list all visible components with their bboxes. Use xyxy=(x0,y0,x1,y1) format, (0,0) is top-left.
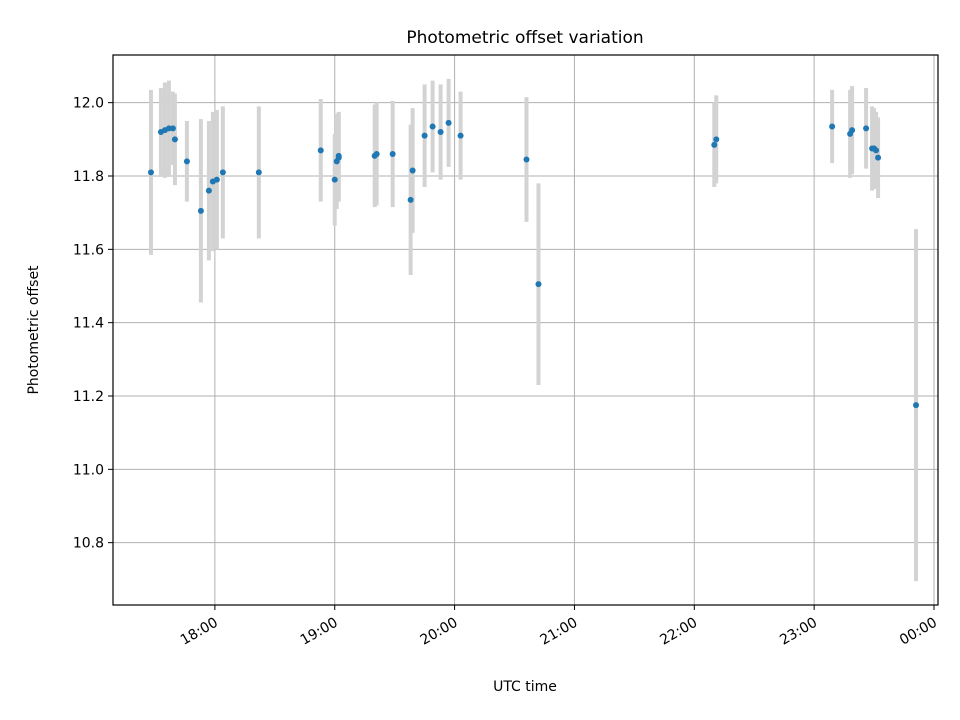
y-tick-label: 11.2 xyxy=(73,389,104,405)
data-point xyxy=(335,152,342,159)
data-point xyxy=(713,136,720,143)
data-point xyxy=(849,127,856,134)
data-point xyxy=(373,151,380,157)
data-point xyxy=(913,402,920,409)
x-axis-ticks: 18:00 19:00 20:00 21:00 22:00 23:00 00:00 xyxy=(178,605,940,649)
x-tick-label: 18:00 xyxy=(178,615,221,649)
x-tick-label: 23:00 xyxy=(777,615,820,649)
chart-title: Photometric offset variation xyxy=(406,28,643,48)
x-tick-label: 19:00 xyxy=(298,615,341,649)
x-tick-label: 00:00 xyxy=(897,615,940,649)
data-point xyxy=(407,196,414,203)
data-points xyxy=(147,119,920,409)
data-point xyxy=(829,123,836,130)
y-tick-label: 12.0 xyxy=(73,96,104,112)
data-point xyxy=(183,158,190,165)
y-tick-label: 11.6 xyxy=(73,242,104,258)
data-point xyxy=(421,132,428,139)
data-point xyxy=(331,176,338,183)
data-point xyxy=(317,147,324,154)
data-point xyxy=(535,281,542,288)
data-point xyxy=(255,169,262,176)
plot-frame xyxy=(112,54,939,606)
data-point xyxy=(219,169,226,176)
data-point xyxy=(409,167,416,174)
data-point xyxy=(437,129,444,135)
data-point xyxy=(205,187,212,194)
data-point xyxy=(875,154,882,161)
y-tick-label: 10.8 xyxy=(73,536,104,552)
data-point xyxy=(147,169,154,176)
data-point xyxy=(171,136,178,143)
data-point xyxy=(873,147,880,154)
data-point xyxy=(389,151,396,157)
data-point xyxy=(863,125,870,132)
x-tick-label: 21:00 xyxy=(537,615,580,649)
data-point xyxy=(523,156,530,163)
data-point xyxy=(457,132,464,139)
data-point xyxy=(429,123,436,130)
x-tick-label: 20:00 xyxy=(418,615,461,649)
y-tick-label: 11.8 xyxy=(73,169,104,185)
data-point xyxy=(169,125,176,132)
x-axis-label: UTC time xyxy=(493,679,557,695)
data-point xyxy=(445,119,452,126)
y-tick-label: 11.0 xyxy=(73,462,104,478)
x-tick-label: 22:00 xyxy=(657,615,700,649)
data-point xyxy=(711,141,718,148)
data-point xyxy=(197,207,204,214)
y-axis-label: Photometric offset xyxy=(26,265,42,395)
y-axis-ticks: 10.8 11.0 11.2 11.4 11.6 11.8 12.0 xyxy=(73,96,113,552)
data-point xyxy=(213,176,220,183)
error-bars xyxy=(148,78,919,582)
y-tick-label: 11.4 xyxy=(73,316,104,332)
